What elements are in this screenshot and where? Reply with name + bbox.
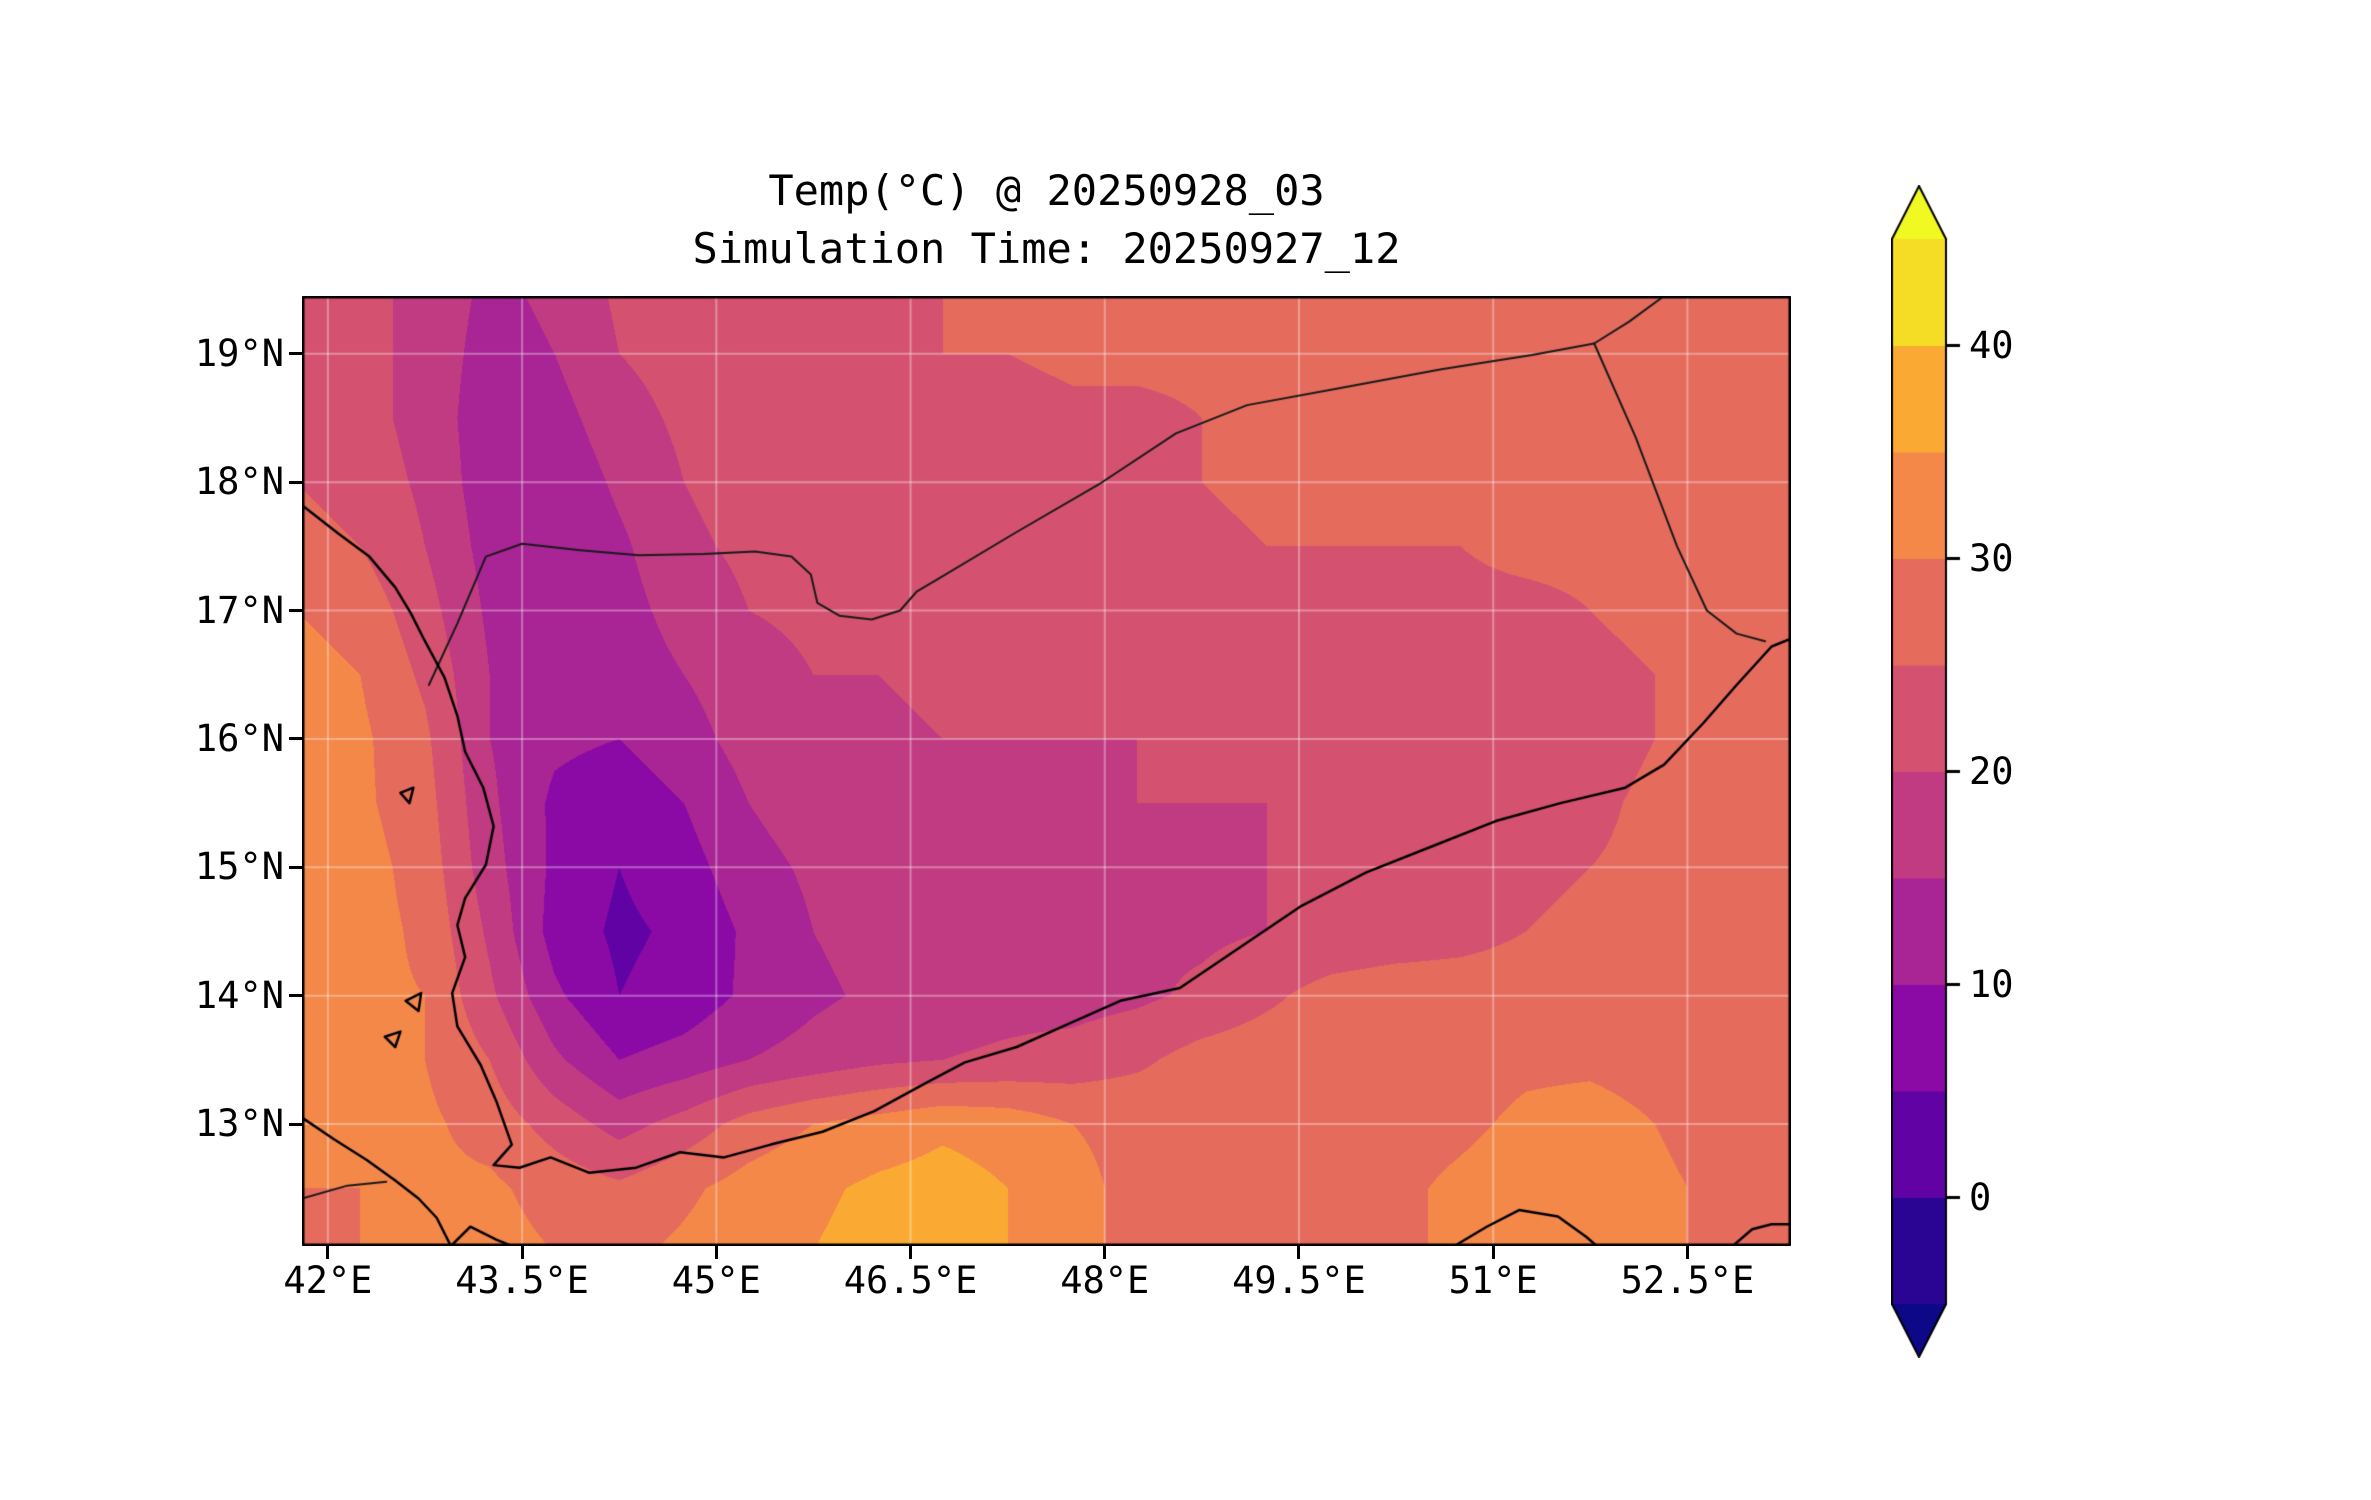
y-tick-label: 14°N: [194, 973, 284, 1017]
y-tick-label: 19°N: [194, 331, 284, 375]
y-tick-mark: [289, 737, 302, 741]
x-tick-mark: [1297, 1246, 1301, 1259]
y-tick-label: 16°N: [194, 716, 284, 760]
y-tick-label: 15°N: [194, 845, 284, 889]
colorbar-tick-label: 20: [1969, 749, 2014, 793]
x-tick-label: 48°E: [1060, 1259, 1150, 1302]
colorbar-tick-label: 30: [1969, 536, 2014, 580]
x-tick-mark: [1103, 1246, 1107, 1259]
colorbar: [1891, 185, 1971, 1358]
x-tick-label: 52.5°E: [1620, 1259, 1755, 1302]
y-tick-label: 18°N: [194, 460, 284, 504]
y-tick-label: 17°N: [194, 588, 284, 632]
x-tick-label: 46.5°E: [843, 1259, 978, 1302]
x-tick-mark: [520, 1246, 524, 1259]
colorbar-tick-label: 10: [1969, 962, 2014, 1006]
x-tick-label: 45°E: [671, 1259, 761, 1302]
y-tick-label: 13°N: [194, 1102, 284, 1146]
chart-subtitle: Simulation Time: 20250927_12: [692, 224, 1401, 273]
y-tick-mark: [289, 865, 302, 869]
y-tick-mark: [289, 994, 302, 998]
x-tick-label: 51°E: [1448, 1259, 1538, 1302]
y-tick-mark: [289, 609, 302, 613]
y-tick-mark: [289, 480, 302, 484]
x-tick-mark: [714, 1246, 718, 1259]
colorbar-tick-label: 0: [1969, 1175, 1992, 1219]
x-tick-label: 43.5°E: [455, 1259, 589, 1302]
chart-title: Temp(°C) @ 20250928_03: [768, 166, 1325, 215]
y-tick-mark: [289, 352, 302, 356]
x-tick-mark: [326, 1246, 330, 1259]
x-tick-label: 49.5°E: [1232, 1259, 1366, 1302]
y-tick-mark: [289, 1122, 302, 1126]
colorbar-tick-label: 40: [1969, 323, 2014, 367]
x-tick-label: 42°E: [283, 1259, 373, 1302]
x-tick-mark: [1491, 1246, 1495, 1259]
x-tick-mark: [909, 1246, 913, 1259]
temperature-field-canvas: [302, 296, 1791, 1246]
x-tick-mark: [1685, 1246, 1689, 1259]
